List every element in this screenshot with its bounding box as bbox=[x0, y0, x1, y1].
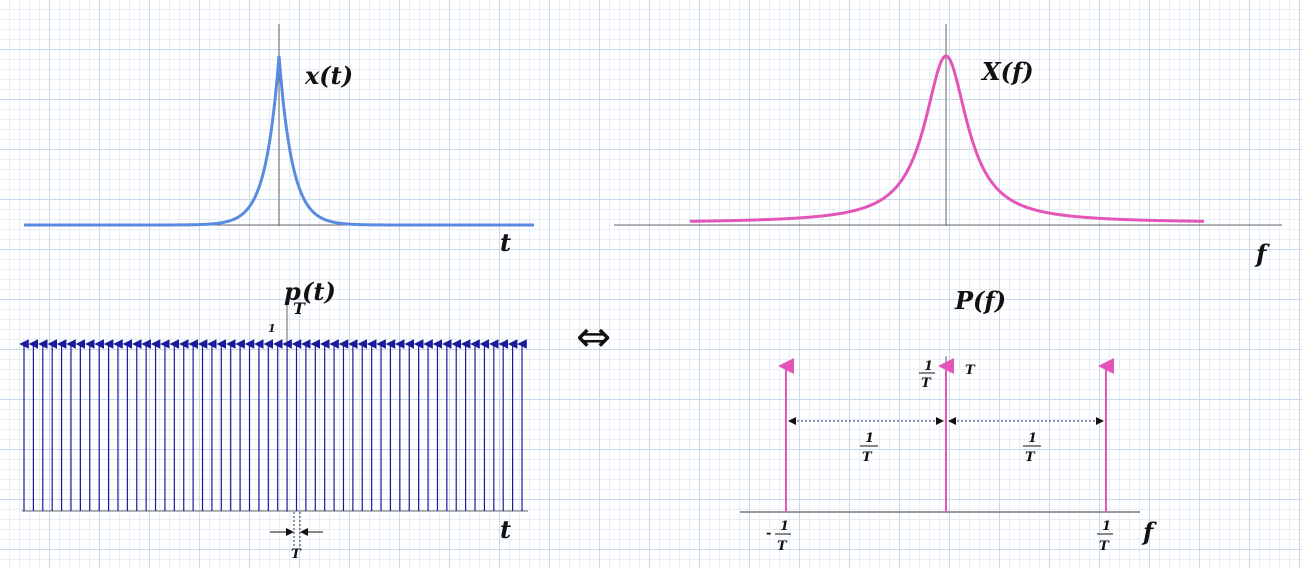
p-t-axis-label: t bbox=[500, 515, 511, 544]
X-f-label: X(f) bbox=[980, 57, 1034, 86]
right-spacing-denominator: T bbox=[1025, 450, 1036, 465]
neg-tick-sign: - bbox=[766, 526, 771, 541]
X-f-curve bbox=[689, 54, 1205, 223]
equivalence-symbol: ⇔ bbox=[576, 312, 611, 361]
spacing-label-T: T bbox=[291, 547, 302, 562]
impulse-comb bbox=[19, 339, 527, 511]
panel-P-of-f: P(f) f 1 T T 1 T 1 T - 1 T 1 T bbox=[740, 286, 1157, 554]
panel-X-of-f: X(f) f bbox=[614, 24, 1282, 268]
panel-p-T-of-t: p T (t) 1 t T bbox=[19, 277, 528, 562]
neg-tick-numerator: 1 bbox=[780, 519, 789, 534]
x-t-label: x(t) bbox=[304, 61, 353, 90]
center-height-tag: T bbox=[965, 363, 976, 378]
p-t-label-main: p bbox=[284, 277, 301, 306]
right-spacing-numerator: 1 bbox=[1028, 431, 1037, 446]
P-f-label: P(f) bbox=[954, 286, 1006, 315]
pos-tick-denominator: T bbox=[1099, 539, 1110, 554]
panel-x-of-t: x(t) t bbox=[24, 24, 534, 257]
neg-tick-denominator: T bbox=[777, 539, 788, 554]
center-height-numerator: 1 bbox=[924, 359, 933, 374]
center-height-denominator: T bbox=[921, 376, 932, 391]
p-t-height-label: 1 bbox=[268, 322, 276, 335]
left-spacing-denominator: T bbox=[862, 450, 873, 465]
p-t-label-subscript: T bbox=[293, 299, 306, 318]
x-t-curve bbox=[24, 55, 534, 227]
pos-tick-numerator: 1 bbox=[1102, 519, 1111, 534]
x-t-axis-label: t bbox=[500, 228, 511, 257]
left-spacing-numerator: 1 bbox=[865, 431, 874, 446]
P-f-axis-label: f bbox=[1141, 517, 1157, 546]
X-f-axis-label: f bbox=[1254, 239, 1270, 268]
p-t-label-arg: (t) bbox=[302, 277, 336, 306]
